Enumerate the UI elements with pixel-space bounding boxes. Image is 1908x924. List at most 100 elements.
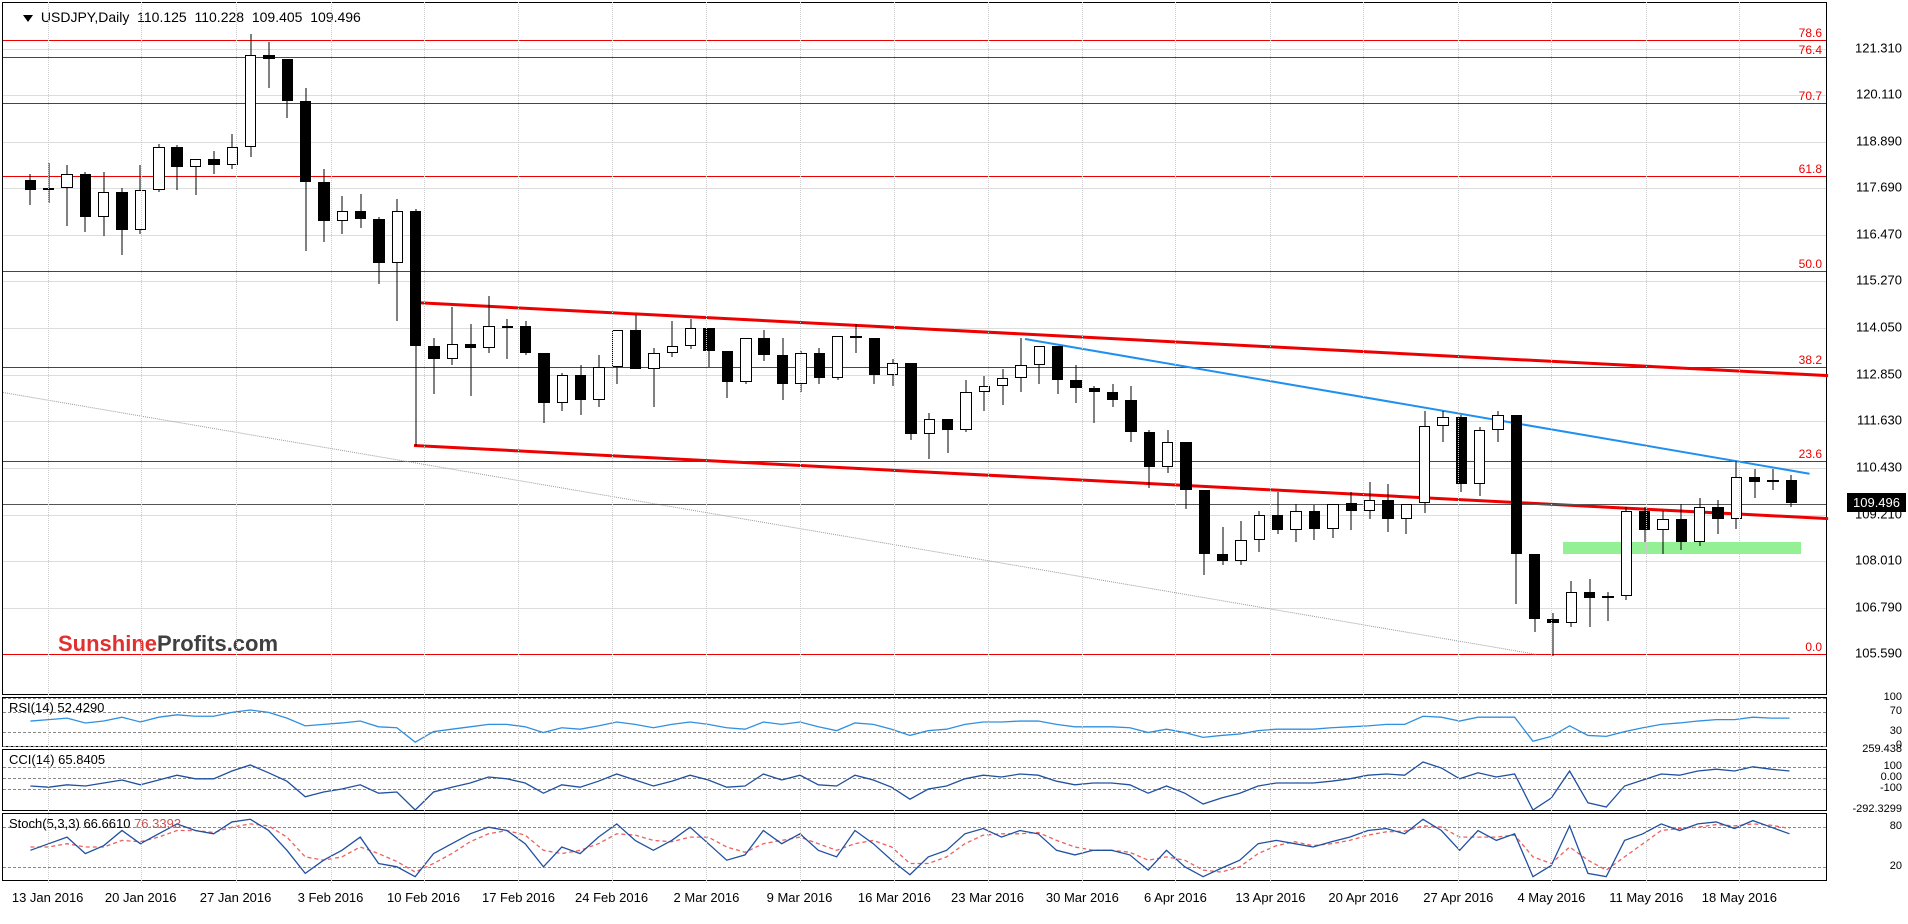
candle (1162, 430, 1173, 472)
fib-label: 78.6 (1799, 26, 1822, 40)
candle (1529, 554, 1540, 633)
candle (502, 319, 513, 359)
candle (1474, 427, 1485, 496)
candle (1401, 504, 1412, 535)
price-chart: USDJPY,Daily 110.125 110.228 109.405 109… (2, 2, 1827, 695)
candle (1602, 592, 1613, 621)
candle (282, 59, 293, 119)
y-tick-label: 121.310 (1855, 40, 1902, 55)
candle (392, 199, 403, 320)
y-tick-label: 108.010 (1855, 552, 1902, 567)
trend-line (414, 444, 1829, 520)
candle (832, 336, 843, 380)
candle (1382, 484, 1393, 532)
candle (667, 321, 678, 358)
fib-label: 0.0 (1805, 640, 1822, 654)
candle (1254, 511, 1265, 551)
candle (960, 380, 971, 432)
candle (1639, 507, 1650, 542)
fib-label: 38.2 (1799, 353, 1822, 367)
candle (43, 163, 54, 203)
x-tick-label: 4 May 2016 (1517, 890, 1585, 905)
candle (1712, 500, 1723, 535)
x-tick-label: 9 Mar 2016 (767, 890, 833, 905)
x-axis: 13 Jan 201620 Jan 201627 Jan 20163 Feb 2… (2, 882, 1827, 922)
candle (245, 34, 256, 157)
candle (1235, 521, 1246, 565)
y-tick-label: 106.790 (1855, 599, 1902, 614)
cci-plot[interactable] (3, 750, 1826, 810)
candle (887, 359, 898, 386)
candle (942, 419, 953, 454)
rsi-plot[interactable] (3, 698, 1826, 746)
candle (850, 324, 861, 353)
candle (1217, 527, 1228, 566)
fib-label: 50.0 (1799, 257, 1822, 271)
candle (25, 174, 36, 205)
ind-y-label: 70 (1890, 705, 1902, 717)
candle (869, 338, 880, 384)
stoch-plot[interactable] (3, 814, 1826, 880)
current-price-box: 109.496 (1847, 493, 1906, 512)
candle (814, 348, 825, 385)
y-tick-label: 110.430 (1856, 459, 1902, 474)
candle (520, 321, 531, 356)
x-tick-label: 27 Apr 2016 (1423, 890, 1493, 905)
x-tick-label: 13 Apr 2016 (1235, 890, 1305, 905)
candle (1327, 504, 1338, 539)
x-tick-label: 27 Jan 2016 (200, 890, 272, 905)
x-tick-label: 20 Jan 2016 (105, 890, 177, 905)
candle (208, 151, 219, 174)
x-tick-label: 17 Feb 2016 (482, 890, 555, 905)
candle (190, 159, 201, 196)
y-tick-label: 114.050 (1856, 320, 1902, 335)
candle (465, 324, 476, 395)
candle (98, 172, 109, 236)
candle (593, 355, 604, 407)
candle (1437, 411, 1448, 442)
candle (1144, 430, 1155, 488)
candle (373, 217, 384, 284)
candle (1272, 492, 1283, 534)
x-tick-label: 18 May 2016 (1702, 890, 1777, 905)
x-tick-label: 11 May 2016 (1609, 890, 1683, 905)
candle (1749, 469, 1760, 498)
main-plot-area[interactable]: 78.676.470.761.850.038.223.60.0 (3, 3, 1826, 694)
candle (337, 196, 348, 235)
candle (612, 330, 623, 384)
candle (1767, 469, 1778, 490)
candle (777, 338, 788, 400)
stoch-y-axis: 2080 (1827, 813, 1906, 881)
x-tick-label: 24 Feb 2016 (575, 890, 648, 905)
candle (1107, 384, 1118, 407)
ind-y-label: 80 (1890, 820, 1902, 832)
fib-label: 23.6 (1799, 447, 1822, 461)
candle (538, 353, 549, 422)
candle (355, 194, 366, 229)
candle (447, 307, 458, 365)
ind-y-label: 100 (1884, 691, 1902, 703)
y-tick-label: 118.890 (1856, 133, 1902, 148)
candle (1694, 498, 1705, 546)
x-tick-label: 16 Mar 2016 (858, 890, 931, 905)
candle (648, 348, 659, 408)
trend-line (1025, 338, 1810, 475)
candle (1511, 415, 1522, 604)
candle (703, 328, 714, 367)
candle (924, 413, 935, 459)
candle (575, 365, 586, 415)
cci-label: CCI(14) 65.8405 (9, 752, 105, 767)
candle (116, 188, 127, 255)
candle (1180, 442, 1191, 509)
candle (1199, 490, 1210, 575)
y-tick-label: 105.590 (1855, 646, 1902, 661)
candle (722, 351, 733, 397)
ind-y-label: 20 (1890, 860, 1902, 872)
candle (410, 209, 421, 446)
candle (758, 330, 769, 361)
x-tick-label: 23 Mar 2016 (951, 890, 1024, 905)
price-y-axis: 121.310120.110118.890117.690116.470115.2… (1827, 2, 1906, 695)
candle (1621, 507, 1632, 599)
fib-label: 76.4 (1799, 43, 1822, 57)
candle (171, 145, 182, 189)
